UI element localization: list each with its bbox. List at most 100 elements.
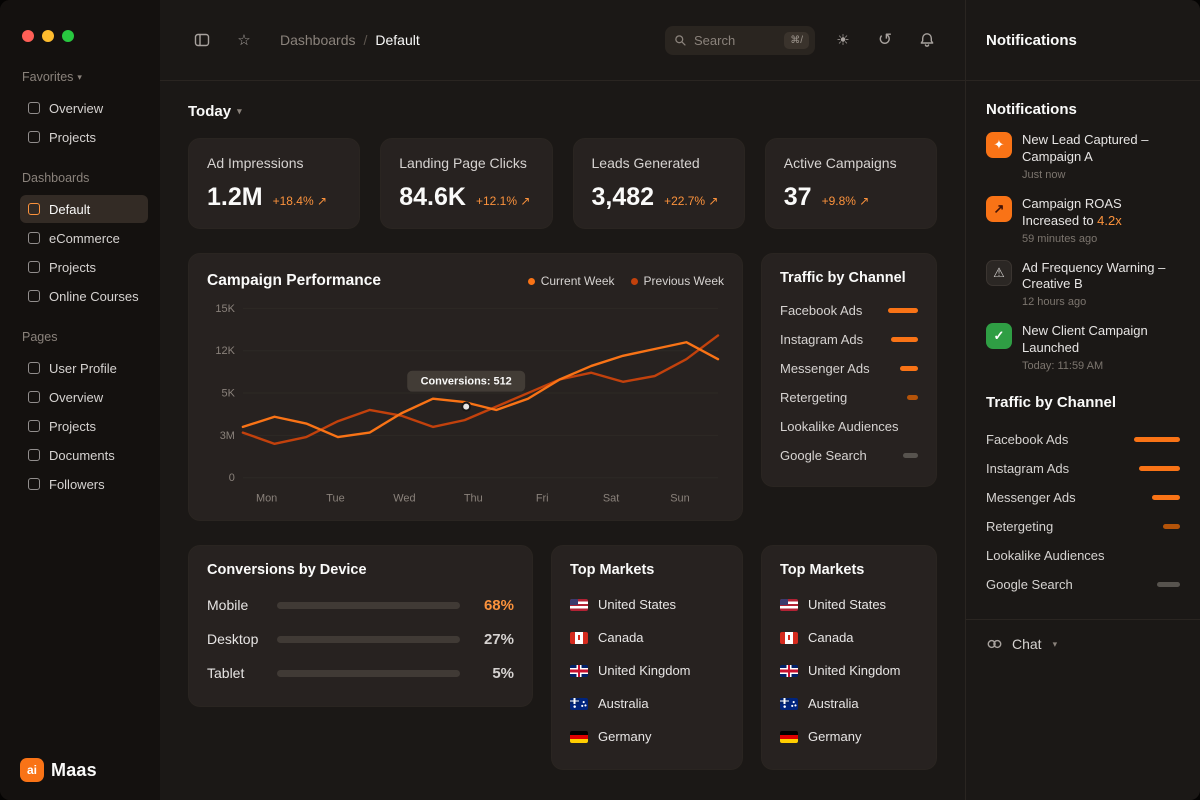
right-panel: Notifications Notifications ✦ New Lead Ca… [965, 0, 1200, 800]
channel-label: Facebook Ads [780, 303, 863, 318]
sidebar-item-online-courses[interactable]: Online Courses [20, 282, 148, 310]
sidebar-item-overview[interactable]: Overview [20, 383, 148, 411]
channel-row-retergeting[interactable]: Retergeting [780, 383, 918, 412]
favorite-star-icon[interactable]: ☆ [237, 32, 251, 49]
market-row-united-states[interactable]: United States [780, 588, 918, 621]
chat-link-icon [987, 640, 1002, 649]
flag-au-icon [570, 697, 588, 710]
sidebar-item-projects[interactable]: Projects [20, 253, 148, 281]
market-name: United States [598, 597, 677, 612]
channel-row-google-search[interactable]: Google Search [986, 570, 1180, 599]
notification-item[interactable]: ↗ Campaign ROAS Increased to 4.2x 59 minut… [986, 195, 1180, 245]
market-row-united-kingdom[interactable]: United Kingdom [780, 654, 918, 687]
channel-row-lookalike-audiences[interactable]: Lookalike Audiences [986, 541, 1180, 570]
channel-label: Messenger Ads [780, 361, 870, 376]
markets-card-title: Top Markets [570, 562, 655, 578]
conversions-by-device-card: Conversions by Device Mobile 68% Desktop 27… [188, 545, 533, 707]
sidebar-section: Dashboards Default eCommerce Projects Online… [20, 171, 148, 310]
kpi-card-active-campaigns[interactable]: Active Campaigns 37 +9.8% ↗ [764, 138, 937, 229]
sidebar-section-label-pages: Pages [22, 330, 148, 344]
clipboard-icon [28, 261, 40, 273]
channel-row-retergeting[interactable]: Retergeting [986, 512, 1180, 541]
sidebar-item-followers[interactable]: Followers [20, 470, 148, 498]
chat-label: Chat [1012, 636, 1042, 653]
roas-notification-icon: ↗ [986, 195, 1012, 222]
sidebar-item-label: Online Courses [49, 288, 139, 304]
sidebar-toggle-icon[interactable] [188, 26, 216, 54]
channel-row-instagram-ads[interactable]: Instagram Ads [780, 325, 918, 354]
channel-row-instagram-ads[interactable]: Instagram Ads [986, 454, 1180, 483]
kpi-label: Landing Page Clicks [399, 155, 527, 171]
sidebar-item-projects[interactable]: Projects [20, 123, 148, 151]
theme-toggle-icon[interactable]: ☀ [836, 32, 850, 49]
search-input[interactable]: ⌘/ [665, 25, 815, 55]
cart-icon [28, 232, 40, 244]
channel-label: Retergeting [780, 390, 848, 405]
sidebar-item-user-profile[interactable]: User Profile [20, 354, 148, 382]
performance-line-chart[interactable]: 15K 12K 5K 3M 0 Mon Tue Wed Thu Fri Sat Sun Conversi… [207, 298, 724, 510]
market-name: Germany [598, 729, 652, 744]
market-row-germany[interactable]: Germany [570, 720, 724, 753]
device-bar-track [277, 635, 460, 643]
notifications-bell-icon[interactable] [913, 26, 941, 54]
kpi-value: 37 [783, 183, 812, 211]
svg-text:0: 0 [229, 472, 235, 484]
period-selector[interactable]: Today ▾ [188, 103, 937, 120]
channel-bar [900, 366, 918, 371]
chart-legend: Current Week Previous Week [527, 274, 724, 288]
market-row-united-states[interactable]: United States [570, 588, 724, 621]
breadcrumb-section[interactable]: Dashboards [280, 32, 356, 48]
breadcrumb-current: Default [375, 32, 420, 48]
traffic-by-channel-card: Traffic by Channel Facebook Ads Instagram… [761, 253, 937, 487]
sidebar-item-projects[interactable]: Projects [20, 412, 148, 440]
sidebar-item-ecommerce[interactable]: eCommerce [20, 224, 148, 252]
notification-item[interactable]: ✦ New Lead Captured – Campaign A Just now [986, 132, 1180, 181]
search-shortcut-badge: ⌘/ [784, 31, 809, 49]
sidebar-item-default[interactable]: Default [20, 195, 148, 223]
maximize-window-button[interactable] [62, 30, 74, 42]
channel-row-lookalike-audiences[interactable]: Lookalike Audiences [780, 412, 918, 441]
channel-bar [903, 453, 918, 458]
channel-row-facebook-ads[interactable]: Facebook Ads [986, 425, 1180, 454]
chat-toggle[interactable]: Chat ▾ [986, 620, 1180, 652]
logo-mark-icon: ai [20, 758, 44, 782]
sidebar: Favorites ▾ Overview Projects Dashboards Defa… [0, 0, 160, 800]
kpi-card-landing-page-clicks[interactable]: Landing Page Clicks 84.6K +12.1% ↗ [380, 138, 553, 229]
section-label-text: Pages [22, 330, 58, 344]
legend-label: Previous Week [643, 274, 724, 288]
top-markets-card: Top Markets United States Canada United Ki… [551, 545, 743, 770]
channel-row-messenger-ads[interactable]: Messenger Ads [986, 483, 1180, 512]
device-rows: Mobile 68% Desktop 27% Tablet 5% [207, 588, 514, 690]
notification-item[interactable]: ✓ New Client Campaign Launched Today: 11:5… [986, 323, 1180, 372]
device-row-tablet: Tablet 5% [207, 656, 514, 690]
sidebar-item-overview[interactable]: Overview [20, 94, 148, 122]
channel-row-facebook-ads[interactable]: Facebook Ads [780, 296, 918, 325]
sidebar-section-label-favorites[interactable]: Favorites ▾ [22, 70, 148, 84]
history-icon[interactable]: ↺ [877, 30, 893, 49]
chevron-down-icon: ▾ [1052, 638, 1058, 649]
market-row-canada[interactable]: Canada [570, 621, 724, 654]
market-row-germany[interactable]: Germany [780, 720, 918, 753]
channel-row-google-search[interactable]: Google Search [780, 441, 918, 470]
sidebar-item-documents[interactable]: Documents [20, 441, 148, 469]
top-markets-card-secondary: Top Markets United States Canada United Ki… [761, 545, 937, 770]
kpi-line: 1.2M +18.4% ↗ [207, 183, 341, 212]
market-row-canada[interactable]: Canada [780, 621, 918, 654]
search-field[interactable] [694, 32, 764, 48]
kpi-card-leads-generated[interactable]: Leads Generated 3,482 +22.7% ↗ [572, 138, 745, 229]
campaign-performance-card: Campaign Performance Current Week Previou… [188, 253, 743, 521]
channel-row-messenger-ads[interactable]: Messenger Ads [780, 354, 918, 383]
market-row-australia[interactable]: Australia [570, 687, 724, 720]
legend-dot [527, 277, 535, 285]
close-window-button[interactable] [22, 30, 34, 42]
search-icon [675, 34, 686, 46]
minimize-window-button[interactable] [42, 30, 54, 42]
kpi-card-ad-impressions[interactable]: Ad Impressions 1.2M +18.4% ↗ [188, 138, 361, 229]
legend-item-previous-week: Previous Week [630, 274, 724, 288]
notification-item[interactable]: ⚠ Ad Frequency Warning – Creative B 12 hou… [986, 259, 1180, 308]
market-row-united-kingdom[interactable]: United Kingdom [570, 654, 724, 687]
market-name: Canada [808, 630, 854, 645]
svg-text:Tue: Tue [326, 493, 344, 505]
svg-text:3M: 3M [220, 430, 235, 442]
market-row-australia[interactable]: Australia [780, 687, 918, 720]
